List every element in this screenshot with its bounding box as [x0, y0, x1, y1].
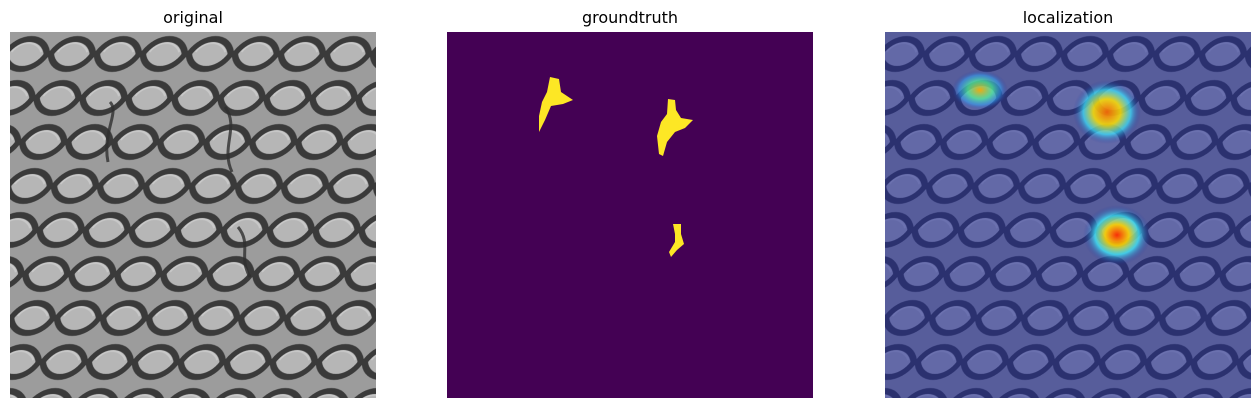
defect-mask-3 — [669, 224, 684, 257]
panel-title-localization: localization — [1022, 8, 1114, 27]
defect-mask-1 — [539, 77, 573, 132]
heat-spot-2 — [1073, 80, 1141, 144]
panel-groundtruth: groundtruth — [447, 0, 813, 407]
panel-localization: localization — [885, 0, 1251, 407]
groundtruth-mask — [447, 32, 813, 398]
panel-original: original — [10, 0, 376, 407]
heat-spot-3 — [1083, 205, 1151, 265]
localization-heatmap — [885, 32, 1251, 398]
heat-spot-1 — [952, 70, 1008, 110]
original-image — [10, 32, 376, 398]
defect-mask-2 — [657, 99, 693, 156]
panel-title-groundtruth: groundtruth — [581, 8, 678, 27]
panel-title-original: original — [163, 8, 223, 27]
